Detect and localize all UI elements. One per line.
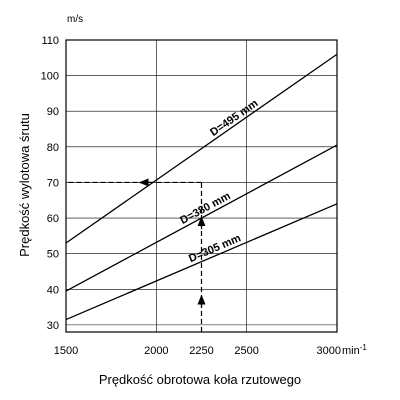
y-tick-label: 50 <box>47 249 59 261</box>
y-tick-label: 40 <box>47 284 59 296</box>
x-tick-label: 2500 <box>234 345 258 357</box>
x-tick-labels: 1500 2000 2250 2500 3000 <box>54 345 341 357</box>
x-tick-label: 2250 <box>189 345 213 357</box>
y-axis-title: Prędkość wylotowa śrutu <box>17 113 32 257</box>
y-tick-label: 110 <box>41 35 59 47</box>
series-labels: D=495 mm D=380 mm D=305 mm <box>178 97 260 265</box>
y-tick-labels: 30 40 50 60 70 80 90 100 110 <box>41 35 59 332</box>
series-label: D=495 mm <box>208 97 260 139</box>
series-line <box>65 53 338 244</box>
x-unit-label: min-1 <box>342 343 367 357</box>
y-tick-label: 80 <box>47 142 59 154</box>
y-unit-label: m/s <box>67 14 83 25</box>
x-unit-text: min <box>342 345 360 357</box>
x-tick-label: 3000 <box>317 345 341 357</box>
dashed-annotation <box>66 178 206 332</box>
y-tick-label: 60 <box>47 213 59 225</box>
y-tick-label: 100 <box>41 71 59 83</box>
x-unit-exponent: -1 <box>360 343 368 352</box>
x-axis-title: Prędkość obrotowa koła rzutowego <box>99 372 301 387</box>
plot-frame <box>65 39 338 333</box>
series-label: D=380 mm <box>178 190 233 227</box>
x-tick-label: 1500 <box>54 345 78 357</box>
y-tick-label: 90 <box>47 106 59 118</box>
series-line <box>65 203 338 321</box>
x-tick-label: 2000 <box>144 345 168 357</box>
y-tick-label: 30 <box>47 320 59 332</box>
series-label: D=305 mm <box>187 232 243 265</box>
y-tick-label: 70 <box>47 177 59 189</box>
